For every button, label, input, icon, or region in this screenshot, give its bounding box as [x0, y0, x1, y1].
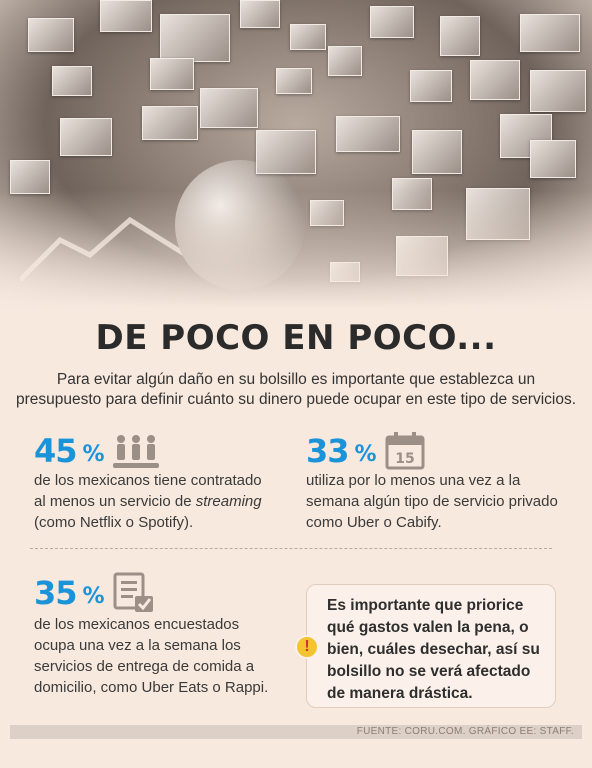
intro-text: Para evitar algún daño en su bolsillo es…: [15, 371, 577, 408]
stat-value: 35: [34, 574, 78, 612]
stat-ride-services: 33 % 15 utiliza por lo menos una vez a l…: [306, 432, 566, 533]
checklist-icon: [113, 572, 153, 612]
source-footer: FUENTE: CORU.COM. GRÁFICO EE: STAFF.: [10, 725, 582, 739]
warning-icon: !: [295, 635, 319, 659]
globe-graphic: [175, 160, 305, 290]
percent-sign: %: [354, 441, 377, 467]
percent-sign: %: [82, 441, 105, 467]
section-divider: [30, 548, 552, 549]
percent-sign: %: [82, 583, 105, 609]
people-icon: [112, 435, 159, 468]
stat-description: de los mexicanos tiene contratado al men…: [34, 472, 262, 531]
growth-arrow-graphic: [20, 216, 212, 282]
stat-value: 45: [34, 432, 78, 470]
stat-description: utiliza por lo menos una vez a la semana…: [306, 472, 558, 531]
calendar-icon: 15: [385, 432, 425, 470]
stat-description: de los mexicanos encuestados ocupa una v…: [34, 616, 269, 696]
calendar-day: 15: [395, 451, 414, 467]
page-title: DE POCO EN POCO...: [95, 318, 497, 358]
stat-value: 33: [306, 432, 350, 470]
advice-box: ! Es importante que priorice qué gastos …: [295, 584, 556, 708]
hero-image: [0, 0, 592, 310]
advice-text: Es importante que priorice qué gastos va…: [327, 597, 540, 702]
stat-food-delivery: 35 % de los mexicanos encuestados ocupa …: [34, 572, 284, 698]
stat-streaming: 45 % de los mexicanos tiene contratado a…: [34, 432, 274, 533]
